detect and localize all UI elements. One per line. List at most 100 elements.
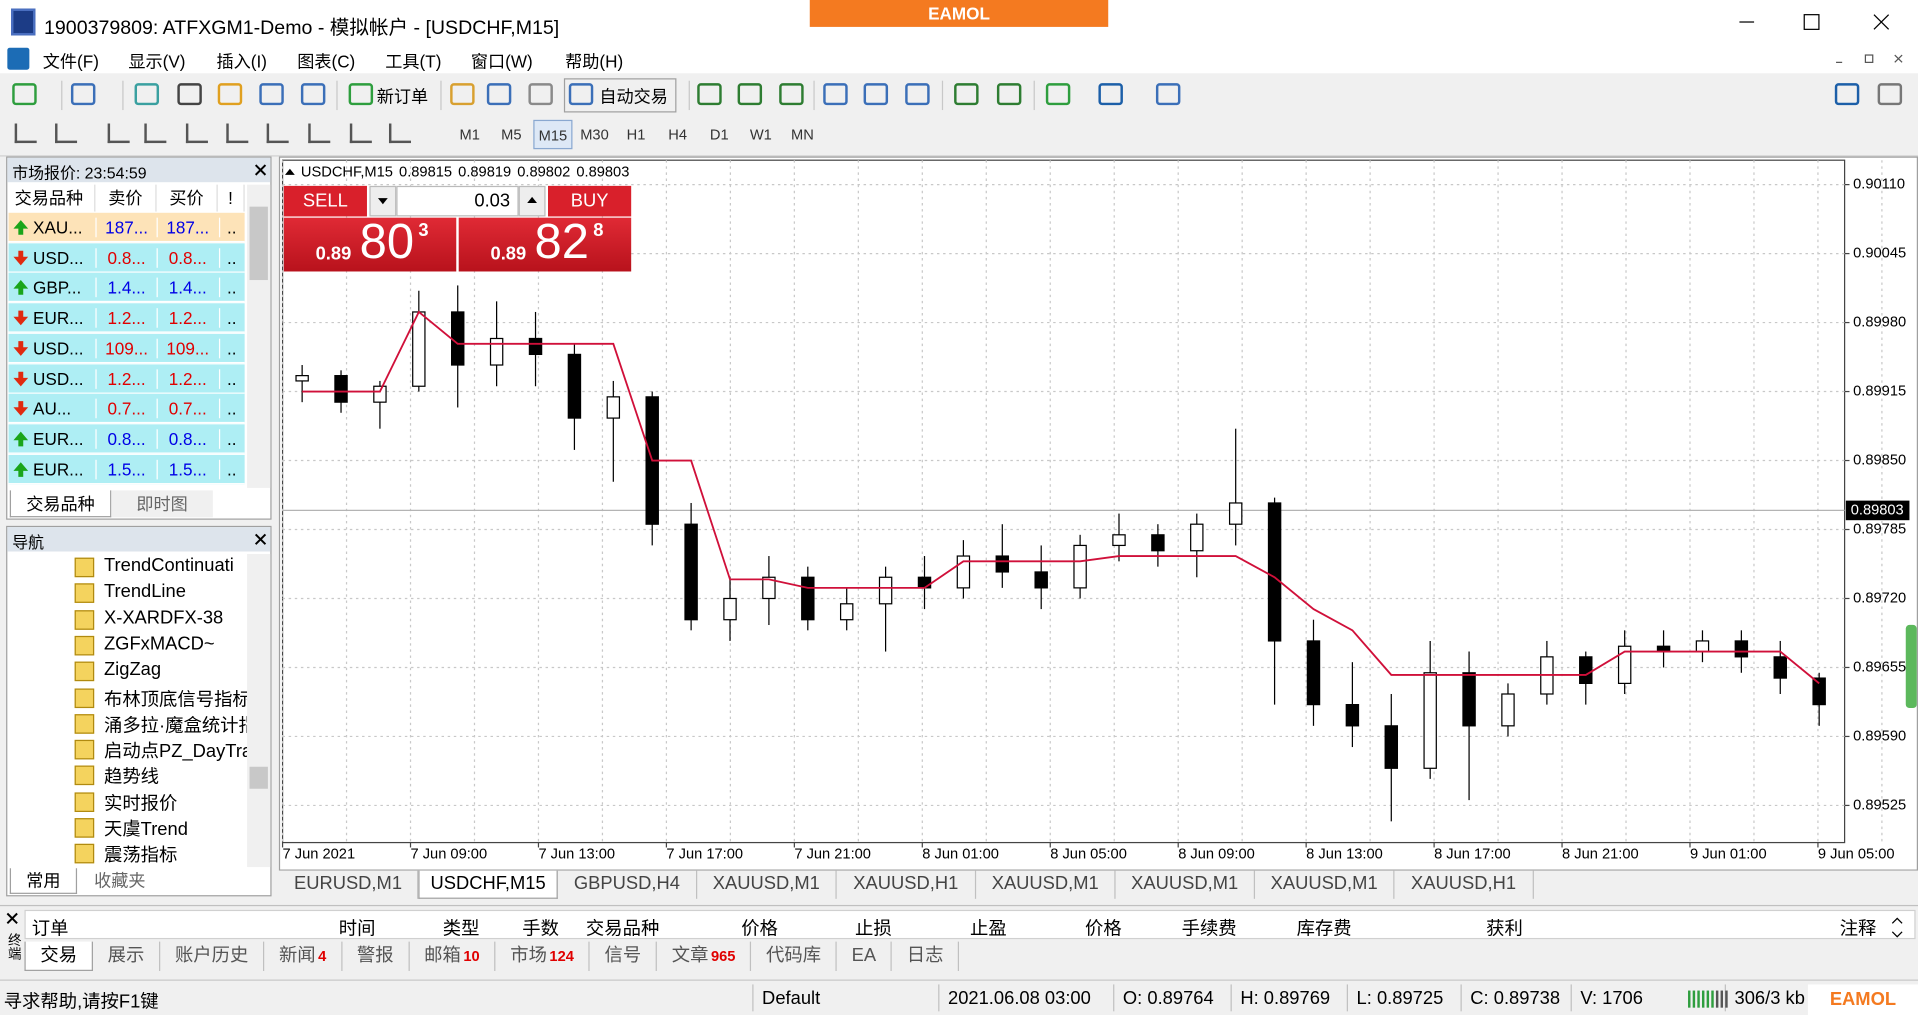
timeframe-button[interactable]: M5 [501, 125, 522, 144]
sell-button[interactable]: SELL [283, 185, 367, 217]
panel-tab[interactable]: 交易品种 [9, 490, 112, 518]
toolbar-button[interactable] [954, 83, 979, 106]
terminal-tab[interactable]: 账户历史 [160, 941, 265, 971]
terminal-tab[interactable]: EA [837, 941, 893, 971]
lot-up[interactable] [518, 185, 546, 217]
terminal-tab[interactable]: 警报 [342, 941, 410, 971]
terminal-tab[interactable]: 日志 [892, 941, 960, 971]
panel-tab[interactable]: 常用 [9, 868, 78, 894]
toolbar-button[interactable] [12, 83, 37, 106]
chart-tab[interactable]: GBPUSD,H4 [558, 870, 698, 899]
toolbar-button[interactable] [823, 83, 848, 106]
buy-button[interactable]: BUY [547, 185, 632, 217]
terminal-tab[interactable]: 市场 124 [496, 941, 590, 971]
navigator-item[interactable]: 启动点PZ_DayTra [103, 741, 248, 762]
toolbar-button[interactable] [70, 83, 96, 106]
toolbar-button[interactable] [1877, 83, 1903, 106]
new-order-button[interactable]: 新订单 [376, 86, 429, 107]
drawing-tool[interactable] [107, 123, 130, 144]
drawing-tool[interactable] [185, 123, 208, 144]
navigator-item[interactable]: TrendLine [103, 581, 186, 603]
terminal-tab[interactable]: 代码库 [751, 941, 838, 971]
quote-row[interactable]: EUR... 0.8... 0.8..... [8, 424, 245, 454]
lot-input[interactable]: 0.03 [396, 185, 519, 217]
drawing-tool[interactable] [388, 123, 411, 144]
drawing-tool[interactable] [349, 123, 372, 144]
toolbar-button[interactable] [697, 83, 722, 106]
navigator-item[interactable]: ZigZag [103, 659, 162, 681]
terminal-tab[interactable]: 新闻 4 [264, 941, 343, 971]
quote-row[interactable]: EUR... 1.2... 1.2..... [8, 303, 245, 333]
toolbar-button[interactable] [528, 83, 553, 106]
drawing-tool[interactable] [308, 123, 331, 144]
timeframe-button[interactable]: W1 [749, 125, 772, 144]
toolbar-button[interactable] [134, 83, 160, 106]
menu-item[interactable]: 工具(T) [385, 51, 442, 71]
timeframe-button[interactable]: M30 [580, 125, 609, 144]
chart-tab[interactable]: XAUUSD,M1 [697, 870, 837, 899]
navigator-item[interactable]: 趋势线 [103, 767, 160, 789]
chart-tab[interactable]: XAUUSD,H1 [837, 870, 977, 899]
toolbar-button[interactable] [450, 83, 475, 106]
toolbar-button[interactable] [905, 83, 930, 106]
auto-trade-button[interactable]: 自动交易 [599, 86, 668, 107]
drawing-tool[interactable] [55, 123, 78, 144]
chart-tab[interactable]: XAUUSD,H1 [1394, 870, 1534, 899]
toolbar-button[interactable] [568, 83, 594, 106]
menu-item[interactable]: 文件(F) [42, 51, 99, 71]
quote-row[interactable]: USD... 0.8... 0.8..... [8, 242, 245, 273]
toolbar-button[interactable] [1098, 83, 1123, 106]
timeframe-button[interactable]: D1 [709, 125, 729, 144]
quote-row[interactable]: AU... 0.7... 0.7..... [8, 394, 245, 424]
terminal-tab[interactable]: 邮箱 10 [409, 941, 496, 971]
toolbar-button[interactable] [863, 83, 889, 106]
navigator-item[interactable]: ZGFxMACD~ [103, 633, 215, 655]
terminal-tab[interactable]: 展示 [93, 941, 161, 971]
quote-row[interactable]: XAU... 187... 187..... [8, 212, 245, 243]
timeframe-button[interactable]: H4 [668, 125, 688, 144]
drawing-tool[interactable] [144, 123, 167, 144]
toolbar-button[interactable] [1834, 83, 1860, 106]
menu-item[interactable]: 图表(C) [297, 51, 356, 71]
drawing-tool[interactable] [14, 123, 37, 144]
chart-tab[interactable]: XAUUSD,M1 [1255, 870, 1395, 899]
toolbar-button[interactable] [1045, 83, 1071, 106]
toolbar-button[interactable] [217, 83, 243, 106]
navigator-item[interactable]: 涌多拉·魔盒统计指 [103, 715, 248, 736]
toolbar-button[interactable] [1155, 83, 1181, 106]
drawing-tool[interactable] [266, 123, 289, 144]
navigator-item[interactable]: 天虞Trend [103, 819, 188, 841]
chart-tab[interactable]: EURUSD,M1 [279, 870, 419, 899]
toolbar-button[interactable] [996, 83, 1022, 106]
chart-tab[interactable]: USDCHF,M15 [418, 870, 558, 899]
drawing-tool[interactable] [226, 123, 249, 144]
toolbar-button[interactable] [737, 83, 763, 106]
toolbar-button[interactable] [779, 83, 804, 106]
sell-price[interactable]: 0.89 80 3 [283, 215, 457, 272]
menu-item[interactable]: 插入(I) [216, 51, 267, 71]
navigator-item[interactable]: X-XARDFX-38 [103, 607, 224, 629]
menu-item[interactable]: 窗口(W) [470, 51, 533, 71]
timeframe-button[interactable]: M1 [459, 125, 480, 144]
quote-row[interactable]: USD... 109... 109..... [8, 333, 245, 363]
navigator-item[interactable]: TrendContinuati [103, 555, 234, 576]
toolbar-button[interactable] [300, 83, 326, 106]
terminal-tab[interactable]: 信号 [590, 941, 658, 971]
toolbar-button[interactable] [177, 83, 202, 106]
quote-row[interactable]: GBP... 1.4... 1.4..... [8, 273, 245, 303]
navigator-item[interactable]: 实时报价 [103, 793, 178, 815]
chart-tab[interactable]: XAUUSD,M1 [976, 870, 1116, 899]
quote-row[interactable]: USD... 1.2... 1.2..... [8, 363, 245, 394]
terminal-tab[interactable]: 交易 [24, 941, 93, 971]
menu-item[interactable]: 显示(V) [128, 51, 186, 71]
navigator-item[interactable]: 震荡指标 [103, 845, 178, 867]
navigator-item[interactable]: 布林顶底信号指标 [103, 689, 248, 710]
timeframe-button[interactable]: MN [790, 125, 814, 144]
menu-item[interactable]: 帮助(H) [565, 51, 624, 71]
panel-tab[interactable]: 即时图 [111, 490, 213, 518]
panel-tab[interactable]: 收藏夹 [94, 870, 146, 891]
buy-price[interactable]: 0.89 82 8 [458, 215, 632, 272]
terminal-tab[interactable]: 文章 965 [657, 941, 752, 971]
timeframe-button[interactable]: M15 [533, 119, 573, 150]
toolbar-button[interactable] [486, 83, 512, 106]
